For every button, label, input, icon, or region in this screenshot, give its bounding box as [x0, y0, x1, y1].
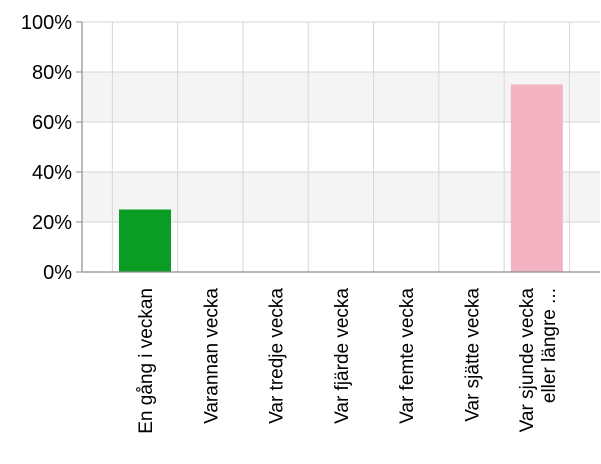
x-category-label: Var femte vecka	[397, 288, 418, 424]
y-tick-label: 0%	[43, 262, 72, 284]
axes	[76, 21, 600, 273]
x-category-label: En gång i veckan	[136, 288, 157, 434]
x-category-label: Var sjätte vecka	[463, 288, 484, 422]
y-tick-label: 40%	[32, 162, 72, 184]
bar	[119, 209, 171, 272]
bar	[510, 84, 563, 272]
y-tick-label: 60%	[32, 112, 72, 134]
x-category-label: eller längre ...	[539, 288, 560, 403]
y-tick-label: 100%	[21, 12, 72, 34]
y-tick-label: 20%	[32, 212, 72, 234]
bars	[119, 84, 563, 272]
y-tick-label: 80%	[32, 62, 72, 84]
x-category-label: Var tredje vecka	[267, 288, 288, 424]
x-category-label: Var fjärde vecka	[332, 288, 353, 424]
y-tick-labels: 0% 20% 40% 60% 80% 100%	[21, 12, 72, 284]
x-category-label: Var sjunde vecka	[517, 288, 538, 433]
x-category-label: Varannan vecka	[201, 288, 222, 424]
x-category-labels: En gång i veckan Varannan vecka Var tredje…	[136, 288, 560, 434]
